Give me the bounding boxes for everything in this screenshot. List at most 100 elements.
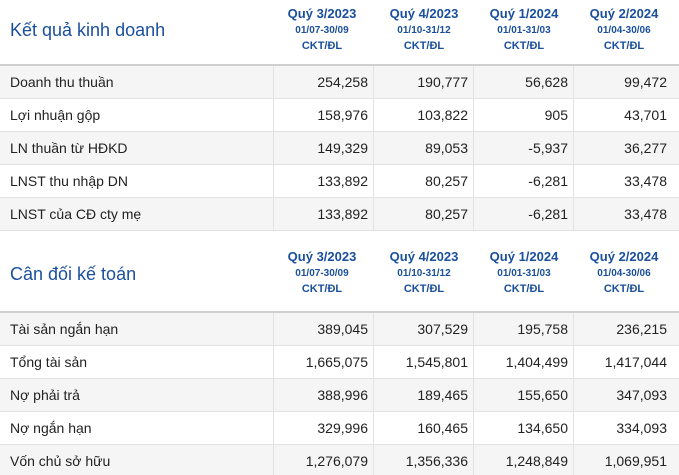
cell-value: 1,069,951 <box>604 453 667 469</box>
balance-sheet-table: Tài sản ngắn hạn 389,045 307,529 195,758… <box>0 311 679 475</box>
cell-value: 307,529 <box>417 321 468 337</box>
business-results-table: Doanh thu thuần 254,258 190,777 56,628 9… <box>0 64 679 231</box>
column-divider <box>373 379 374 411</box>
table-row: LN thuần từ HĐKD 149,329 89,053 -5,937 3… <box>0 132 679 165</box>
balance-sheet-header: Cân đối kế toán Quý 3/2023 01/07-30/09 C… <box>0 237 679 303</box>
column-divider <box>473 132 474 164</box>
period-name: Quý 1/2024 <box>489 6 559 21</box>
period-header[interactable]: Quý 1/2024 01/01-31/03 CKT/ĐL <box>470 6 578 53</box>
row-label: Nợ phải trả <box>10 387 80 403</box>
row-label: Tài sản ngắn hạn <box>10 321 119 337</box>
period-range: 01/07-30/09 <box>295 268 349 279</box>
column-divider <box>573 445 574 475</box>
balance-sheet-section: Cân đối kế toán Quý 3/2023 01/07-30/09 C… <box>0 237 679 475</box>
column-divider <box>473 412 474 444</box>
period-header[interactable]: Quý 2/2024 01/04-30/06 CKT/ĐL <box>570 249 678 296</box>
cell-value: 56,628 <box>525 74 568 90</box>
cell-value: 254,258 <box>317 74 368 90</box>
cell-value: 103,822 <box>417 107 468 123</box>
period-range: 01/01-31/03 <box>497 268 551 279</box>
column-divider <box>573 66 574 98</box>
period-range: 01/01-31/03 <box>497 25 551 36</box>
cell-value: 189,465 <box>417 387 468 403</box>
column-divider <box>273 379 274 411</box>
period-range: 01/04-30/06 <box>597 25 651 36</box>
cell-value: 190,777 <box>417 74 468 90</box>
period-name: Quý 2/2024 <box>589 249 659 264</box>
period-unit: CKT/ĐL <box>403 40 445 52</box>
period-header[interactable]: Quý 3/2023 01/07-30/09 CKT/ĐL <box>268 249 376 296</box>
cell-value: 195,758 <box>517 321 568 337</box>
row-label: LN thuần từ HĐKD <box>10 140 128 156</box>
column-divider <box>273 346 274 378</box>
cell-value: 1,248,849 <box>505 453 568 469</box>
column-divider <box>273 313 274 345</box>
cell-value: 388,996 <box>317 387 368 403</box>
column-divider <box>473 198 474 230</box>
cell-value: 134,650 <box>517 420 568 436</box>
cell-value: 905 <box>544 107 568 123</box>
section-title[interactable]: Cân đối kế toán <box>10 264 137 284</box>
row-label: LNST của CĐ cty mẹ <box>10 206 142 222</box>
period-name: Quý 4/2023 <box>389 6 459 21</box>
column-divider <box>473 165 474 197</box>
business-results-section: Kết quả kinh doanh Quý 3/2023 01/07-30/0… <box>0 0 679 231</box>
cell-value: -5,937 <box>528 140 568 156</box>
cell-value: -6,281 <box>528 206 568 222</box>
cell-value: 389,045 <box>317 321 368 337</box>
cell-value: 80,257 <box>425 173 468 189</box>
cell-value: 329,996 <box>317 420 368 436</box>
row-label: Lợi nhuận gộp <box>10 107 101 123</box>
column-divider <box>473 313 474 345</box>
period-unit: CKT/ĐL <box>503 283 545 295</box>
period-header[interactable]: Quý 4/2023 01/10-31/12 CKT/ĐL <box>370 6 478 53</box>
column-divider <box>573 198 574 230</box>
period-header[interactable]: Quý 4/2023 01/10-31/12 CKT/ĐL <box>370 249 478 296</box>
period-unit: CKT/ĐL <box>301 283 343 295</box>
business-results-header: Kết quả kinh doanh Quý 3/2023 01/07-30/0… <box>0 0 679 66</box>
table-row: Nợ phải trả 388,996 189,465 155,650 347,… <box>0 379 679 412</box>
column-divider <box>473 346 474 378</box>
cell-value: 1,545,801 <box>405 354 468 370</box>
period-unit: CKT/ĐL <box>403 283 445 295</box>
table-row: LNST của CĐ cty mẹ 133,892 80,257 -6,281… <box>0 198 679 231</box>
cell-value: 133,892 <box>317 206 368 222</box>
column-divider <box>273 412 274 444</box>
period-range: 01/04-30/06 <box>597 268 651 279</box>
column-divider <box>273 198 274 230</box>
table-row: Vốn chủ sở hữu 1,276,079 1,356,336 1,248… <box>0 445 679 475</box>
period-range: 01/10-31/12 <box>397 268 451 279</box>
cell-value: 33,478 <box>624 173 667 189</box>
column-divider <box>373 132 374 164</box>
table-row: Nợ ngắn hạn 329,996 160,465 134,650 334,… <box>0 412 679 445</box>
column-divider <box>573 165 574 197</box>
column-divider <box>573 99 574 131</box>
column-divider <box>573 379 574 411</box>
period-header[interactable]: Quý 3/2023 01/07-30/09 CKT/ĐL <box>268 6 376 53</box>
period-range: 01/10-31/12 <box>397 25 451 36</box>
cell-value: 155,650 <box>517 387 568 403</box>
cell-value: 133,892 <box>317 173 368 189</box>
column-divider <box>373 66 374 98</box>
cell-value: 347,093 <box>616 387 667 403</box>
period-name: Quý 2/2024 <box>589 6 659 21</box>
cell-value: 1,404,499 <box>505 354 568 370</box>
row-label: Vốn chủ sở hữu <box>10 453 111 469</box>
period-header[interactable]: Quý 1/2024 01/01-31/03 CKT/ĐL <box>470 249 578 296</box>
column-divider <box>473 445 474 475</box>
table-row: LNST thu nhập DN 133,892 80,257 -6,281 3… <box>0 165 679 198</box>
column-divider <box>573 346 574 378</box>
cell-value: 80,257 <box>425 206 468 222</box>
column-divider <box>373 313 374 345</box>
table-row: Tổng tài sản 1,665,075 1,545,801 1,404,4… <box>0 346 679 379</box>
section-title[interactable]: Kết quả kinh doanh <box>10 20 166 40</box>
column-divider <box>373 445 374 475</box>
period-unit: CKT/ĐL <box>603 40 645 52</box>
cell-value: 1,356,336 <box>405 453 468 469</box>
column-divider <box>573 132 574 164</box>
column-divider <box>273 445 274 475</box>
period-header[interactable]: Quý 2/2024 01/04-30/06 CKT/ĐL <box>570 6 678 53</box>
column-divider <box>473 99 474 131</box>
period-name: Quý 1/2024 <box>489 249 559 264</box>
row-label: Doanh thu thuần <box>10 74 114 90</box>
